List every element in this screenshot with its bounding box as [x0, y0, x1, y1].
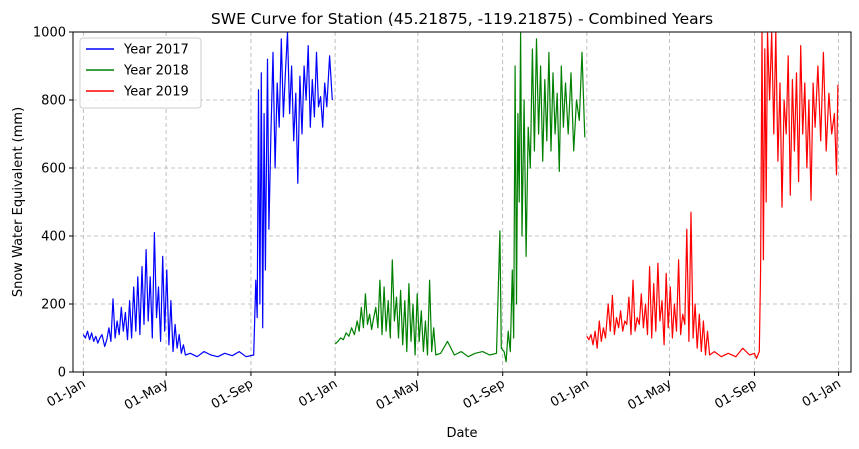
series-line-year-2017 — [82, 31, 333, 358]
y-tick-label: 0 — [58, 366, 66, 381]
x-tick-label: 01-May — [374, 376, 423, 413]
series-lines — [82, 31, 839, 363]
y-tick-label: 200 — [41, 298, 66, 313]
x-tick-label: 01-Jan — [44, 376, 88, 410]
y-tick-label: 400 — [41, 230, 66, 245]
series-line-year-2018 — [334, 31, 586, 363]
x-tick-label: 01-Sep — [461, 376, 508, 412]
x-axis: 01-Jan 01-May 01-Sep 01-Jan 01-May 01-Sep 01-J… — [44, 372, 844, 414]
chart-title: SWE Curve for Station (45.21875, -119.21… — [211, 10, 713, 28]
series-line-year-2019 — [586, 31, 839, 359]
plot-border — [72, 31, 852, 373]
x-tick-label: 01-Sep — [209, 376, 256, 412]
legend-label: Year 2017 — [123, 43, 189, 58]
grid-lines — [73, 31, 851, 373]
legend-label: Year 2019 — [123, 85, 189, 100]
y-axis: 0 200 400 600 800 1000 — [33, 26, 73, 381]
x-tick-label: 01-May — [625, 376, 674, 413]
y-axis-label: Snow Water Equivalent (mm) — [11, 107, 26, 297]
x-tick-label: 01-May — [122, 376, 171, 413]
y-tick-label: 1000 — [33, 26, 66, 41]
legend-label: Year 2018 — [123, 64, 189, 79]
x-tick-label: 01-Jan — [800, 376, 844, 410]
x-tick-label: 01-Sep — [712, 376, 759, 412]
plot-frame — [73, 32, 851, 372]
y-tick-label: 600 — [41, 162, 66, 177]
x-tick-label: 01-Jan — [548, 376, 592, 410]
y-tick-label: 800 — [41, 94, 66, 109]
legend: Year 2017 Year 2018 Year 2019 — [79, 37, 202, 109]
x-axis-label: Date — [446, 426, 477, 441]
x-tick-label: 01-Jan — [296, 376, 340, 410]
